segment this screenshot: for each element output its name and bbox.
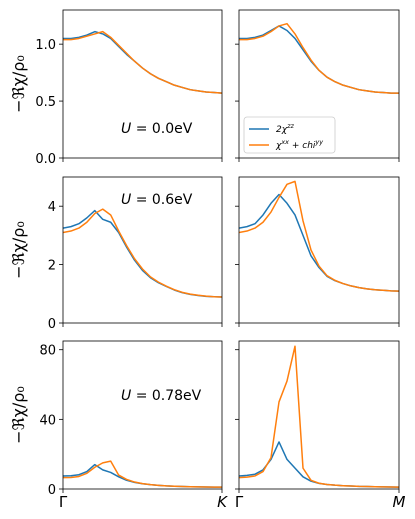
y-tick-label: 80 — [39, 344, 56, 359]
panel-r1-c1: 0.0 0.5 1.0 — [35, 9, 223, 167]
x-tick-label: M — [393, 493, 406, 511]
y-tick-label: 0.0 — [35, 152, 56, 167]
y-tick-label: 4 — [48, 200, 56, 215]
legend-box — [243, 116, 336, 154]
y-tick-label: 0 — [48, 483, 56, 498]
axes-frame — [238, 176, 400, 324]
panel-r2-c2 — [235, 176, 400, 327]
legend: 2χzz χxx + chiyy — [243, 116, 336, 154]
y-tick-label: 2 — [48, 259, 56, 274]
series-line-xxyy — [63, 460, 222, 488]
series-line-zz — [239, 441, 399, 488]
series-line-xxyy — [239, 345, 399, 488]
x-tick-label: Γ — [235, 493, 244, 511]
u-annotation: U = 0.0eV — [121, 121, 193, 137]
series-line-zz — [63, 209, 222, 298]
x-tick-label: Γ — [59, 493, 68, 511]
legend-label-xxyy: χxx + chiyy — [275, 138, 323, 151]
y-axis-label: −ℜχ/ρ₀ — [9, 386, 28, 444]
panel-r2-c1: 0 2 4 — [48, 176, 223, 332]
y-tick-label: 1.0 — [35, 38, 56, 53]
y-tick-label: 0.5 — [35, 95, 56, 110]
series-line-zz — [239, 193, 399, 292]
y-tick-label: 40 — [39, 413, 56, 428]
x-tick-label: K — [217, 493, 228, 511]
y-axis-label: −ℜχ/ρ₀ — [9, 221, 28, 279]
y-tick-label: 0 — [48, 317, 56, 332]
axes-frame — [62, 176, 223, 324]
axes-frame — [62, 340, 223, 490]
panel-r3-c1: 0 40 80 Γ K — [39, 340, 228, 511]
u-annotation: U = 0.78eV — [121, 388, 202, 404]
legend-label-zz: 2χzz — [276, 122, 294, 135]
series-line-zz — [63, 30, 222, 94]
panel-r1-c2 — [235, 9, 400, 162]
u-annotation: U = 0.6eV — [121, 192, 193, 208]
axes-frame — [238, 340, 400, 490]
series-line-xxyy — [239, 22, 399, 94]
axes-frame — [62, 9, 223, 159]
series-line-xxyy — [63, 30, 222, 94]
axes-frame — [238, 9, 400, 159]
y-axis-label: −ℜχ/ρ₀ — [9, 55, 28, 113]
series-line-xxyy — [63, 208, 222, 298]
series-line-xxyy — [239, 180, 399, 292]
